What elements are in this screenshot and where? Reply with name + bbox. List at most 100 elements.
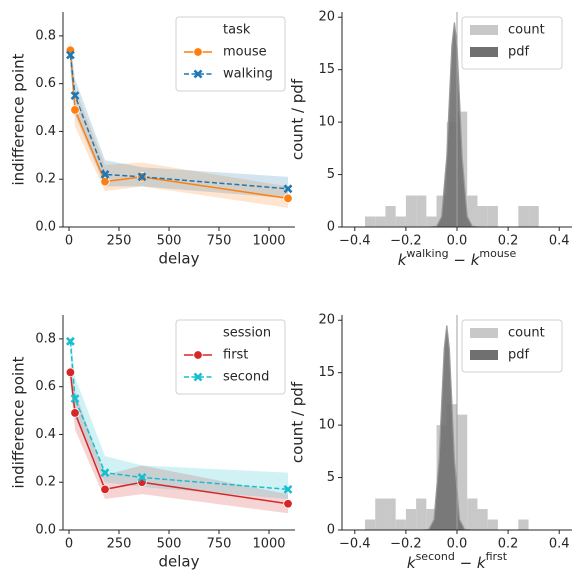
x-tick-label: 0.0 (447, 537, 468, 552)
marker (65, 50, 75, 60)
x-tick-label: 1000 (252, 234, 285, 249)
x-tick-label: 750 (207, 537, 232, 552)
pdf-area (431, 22, 478, 227)
y-tick-label: 5 (327, 470, 335, 485)
y-tick-label: 10 (318, 115, 335, 130)
histogram-bar (375, 216, 386, 227)
y-tick-label: 0.2 (35, 172, 56, 187)
marker (65, 367, 76, 378)
x-tick-label: 1000 (252, 537, 285, 552)
histogram-bar (477, 509, 488, 530)
histogram-bar (467, 195, 478, 227)
marker (100, 484, 110, 495)
x-tick-label: −0.2 (390, 537, 422, 552)
histogram-bar (395, 216, 406, 227)
x-axis-label-part: mouse (479, 247, 516, 260)
marker (100, 170, 110, 179)
legend-patch (470, 328, 498, 338)
y-tick-label: 0.0 (35, 220, 56, 235)
confidence-band (70, 362, 289, 514)
legend-title: session (223, 326, 271, 341)
y-axis-label: indifference point (10, 53, 28, 185)
confidence-band (70, 329, 289, 499)
legend-title: task (223, 23, 251, 38)
confidence-band (70, 40, 289, 199)
histogram-bar (518, 519, 529, 530)
pdf-line (431, 22, 478, 228)
marker (283, 184, 293, 194)
x-tick-label: 500 (157, 234, 182, 249)
x-tick-label: 0.2 (498, 537, 519, 552)
y-tick-label: 15 (318, 62, 335, 77)
x-axis-label: ksecond − kfirst (407, 550, 508, 572)
x-tick-label: 0.4 (549, 537, 570, 552)
x-tick-label: −0.4 (339, 537, 371, 552)
x-axis-label-part: k (477, 554, 487, 572)
x-tick-label: −0.4 (339, 234, 371, 249)
y-tick-label: 0.2 (35, 475, 56, 490)
x-tick-label: 0.2 (498, 234, 519, 249)
histogram-bar (487, 519, 498, 530)
y-tick-label: 0.8 (35, 28, 56, 43)
x-axis-label: kwalking − kmouse (398, 247, 517, 269)
histogram-bar (375, 498, 386, 530)
x-tick-label: 250 (107, 234, 132, 249)
y-tick-label: 10 (318, 418, 335, 433)
x-axis-label-part: first (486, 550, 508, 563)
histogram-bar (405, 509, 417, 530)
marker (283, 499, 293, 509)
x-axis-label: delay (159, 553, 200, 571)
histogram-bar (467, 498, 478, 530)
x-axis-label-part: k (471, 251, 481, 269)
x-tick-label: 0.0 (447, 234, 468, 249)
marker (100, 176, 110, 187)
histogram-bar (385, 206, 396, 227)
x-axis-label: delay (159, 250, 200, 268)
y-tick-label: 20 (318, 10, 335, 25)
histogram-bar (395, 519, 406, 530)
panel: 0.0 0.2 0.4 0.6 0.8 0 250 500 750 1000 indifferenc… (10, 315, 295, 571)
legend-marker (193, 69, 203, 79)
x-axis-label-part: k (398, 251, 408, 269)
marker (137, 473, 147, 482)
pdf-area (423, 325, 470, 530)
confidence-band (70, 40, 289, 208)
y-tick-label: 0.8 (35, 331, 56, 346)
legend-box (175, 16, 286, 92)
legend-label: first (223, 348, 248, 363)
y-tick-label: 0 (327, 523, 335, 538)
marker (137, 172, 147, 182)
legend-box (175, 319, 286, 395)
x-axis-label-part: k (407, 554, 417, 572)
legend-marker (193, 372, 203, 382)
histogram-bar (385, 498, 396, 530)
panel: 0.0 0.2 0.4 0.6 0.8 0 250 500 750 1000 indifferenc… (10, 12, 295, 268)
marker (70, 394, 80, 404)
histogram-bar (528, 206, 539, 227)
histogram-bar (416, 498, 427, 530)
histogram-bar (416, 195, 427, 227)
legend-patch (470, 25, 498, 35)
histogram-bar (518, 206, 529, 227)
x-axis-label-part: second (416, 550, 455, 563)
histogram-bar (426, 509, 437, 530)
legend-label: pdf (508, 348, 530, 363)
legend-marker (193, 47, 203, 57)
legend-label: second (223, 370, 269, 385)
y-tick-label: 15 (318, 365, 335, 380)
y-tick-label: 20 (318, 313, 335, 328)
series-line (69, 54, 289, 190)
marker (100, 468, 110, 478)
pdf-line (423, 325, 470, 531)
y-tick-label: 0.0 (35, 523, 56, 538)
y-tick-label: 0 (327, 220, 335, 235)
legend-label: count (508, 23, 545, 38)
y-axis-label: count / pdf (289, 78, 307, 160)
y-axis-label: count / pdf (289, 381, 307, 463)
x-axis-label-part: − (455, 554, 477, 572)
x-tick-label: 0.4 (549, 234, 570, 249)
histogram-bar (365, 519, 376, 530)
histogram-bar (477, 206, 488, 227)
